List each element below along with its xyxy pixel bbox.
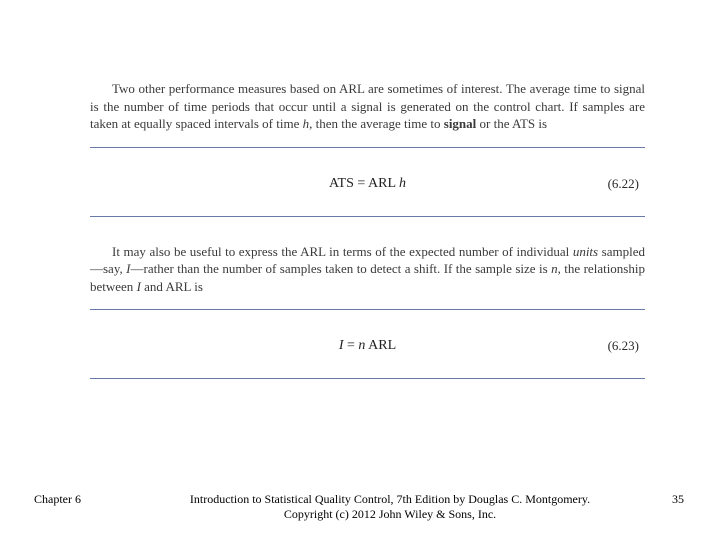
eq1-number: (6.22) xyxy=(608,176,639,192)
attribution-line1: Introduction to Statistical Quality Cont… xyxy=(190,492,590,506)
eq2-rhs-b: ARL xyxy=(365,338,396,353)
p1-signal: signal xyxy=(444,116,477,131)
p2-text-c: —rather than the number of samples taken… xyxy=(131,261,552,276)
equation-box-1: ATS = ARL h (6.22) xyxy=(90,147,645,217)
eq1-lhs: ATS xyxy=(329,176,354,191)
eq2-number: (6.23) xyxy=(608,338,639,354)
eq1-formula: ATS = ARL h xyxy=(329,176,406,192)
p2-text-a: It may also be useful to express the ARL… xyxy=(112,244,573,259)
page: Two other performance measures based on … xyxy=(0,0,720,540)
equation-box-2: I = n ARL (6.23) xyxy=(90,309,645,379)
eq2-eq: = xyxy=(344,338,359,353)
p1-text-c: or the ATS is xyxy=(476,116,547,131)
page-number: 35 xyxy=(640,492,720,507)
eq1-rhs-h: h xyxy=(399,176,406,191)
paragraph-1: Two other performance measures based on … xyxy=(90,80,645,133)
eq2-formula: I = n ARL xyxy=(339,338,396,354)
equation-2: I = n ARL (6.23) xyxy=(90,338,645,354)
eq1-rhs-a: ARL xyxy=(368,176,399,191)
p2-units: units xyxy=(573,244,598,259)
footer: Chapter 6 Introduction to Statistical Qu… xyxy=(0,492,720,522)
content-area: Two other performance measures based on … xyxy=(90,80,645,379)
chapter-label: Chapter 6 xyxy=(0,492,140,507)
p1-text-b: , then the average time to xyxy=(309,116,444,131)
attribution: Introduction to Statistical Quality Cont… xyxy=(140,492,640,522)
eq1-eq: = xyxy=(354,176,368,191)
paragraph-2: It may also be useful to express the ARL… xyxy=(90,243,645,296)
equation-1: ATS = ARL h (6.22) xyxy=(90,176,645,192)
attribution-line2: Copyright (c) 2012 John Wiley & Sons, In… xyxy=(284,507,496,521)
p2-text-e: and ARL is xyxy=(141,279,203,294)
